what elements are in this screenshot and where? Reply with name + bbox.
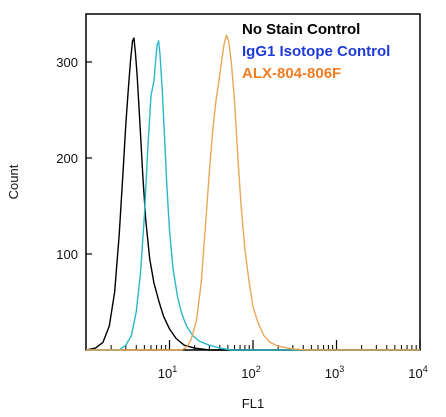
series-line-3 [86,34,420,351]
x-tick-label: 104 [408,364,427,381]
series-line-2 [86,40,420,351]
x-tick-label: 102 [241,364,260,381]
series-layer [85,34,420,351]
legend-entry-1: No Stain Control [242,21,360,38]
y-tick-label: 100 [56,247,78,262]
y-axis-ticks: 100 200 300 [56,55,92,262]
series-line-1 [85,37,420,351]
x-tick-label: 103 [325,364,344,381]
x-tick-label: 101 [158,364,177,381]
legend: No Stain Control IgG1 Isotope Control ALX-… [242,21,390,82]
legend-entry-3: ALX-804-806F [242,65,341,82]
x-axis-title: FL1 [242,396,264,411]
x-axis-ticks: 101 102 103 104 [110,340,428,381]
y-axis-title: Count [6,164,21,199]
y-tick-label: 300 [56,55,78,70]
y-tick-label: 200 [56,151,78,166]
legend-entry-2: IgG1 Isotope Control [242,43,390,60]
